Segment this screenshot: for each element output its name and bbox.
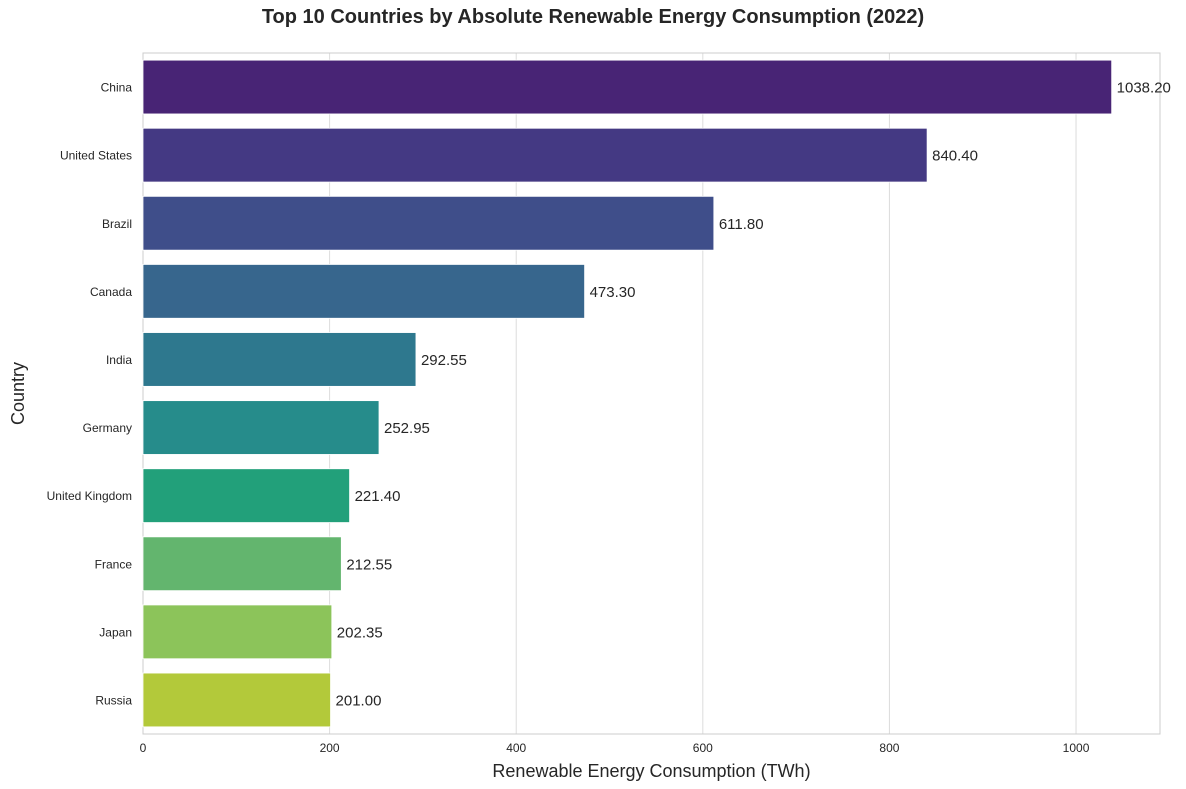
y-tick-label: Brazil: [102, 217, 132, 231]
data-labels-group: 1038.20 840.40 611.80 473.30 292.55 252.95 221…: [336, 80, 1171, 710]
plot-area-frame: [142, 52, 1161, 735]
y-tick-label: India: [106, 353, 132, 367]
y-tick-labels: China United States Brazil Canada India Germa…: [47, 81, 133, 708]
y-tick-label: Germany: [83, 421, 132, 435]
x-tick-label: 800: [879, 741, 899, 755]
y-tick-label: France: [95, 557, 133, 571]
bar-japan: [142, 604, 333, 660]
y-tick-label: United States: [60, 149, 132, 163]
data-label: 1038.20: [1117, 80, 1171, 97]
data-label: 201.00: [336, 692, 382, 709]
x-axis-label: Renewable Energy Consumption (TWh): [492, 761, 810, 781]
chart-title: Top 10 Countries by Absolute Renewable E…: [261, 6, 925, 28]
x-tick-label: 0: [140, 741, 147, 755]
bars-group: [142, 59, 1113, 728]
x-tick-label: 200: [320, 741, 340, 755]
bar-china: [142, 59, 1113, 115]
x-tick-label: 400: [506, 741, 526, 755]
y-tick-label: Russia: [95, 693, 132, 707]
data-label: 212.55: [346, 556, 392, 573]
y-tick-label: Canada: [90, 285, 132, 299]
data-label: 840.40: [932, 148, 978, 165]
data-label: 611.80: [719, 216, 764, 233]
data-label: 292.55: [421, 352, 467, 369]
y-axis-label: Country: [8, 362, 28, 425]
bar-canada: [142, 264, 586, 319]
x-tick-labels: 0 200 400 600 800 1000: [140, 741, 1090, 755]
bar-germany: [142, 400, 380, 455]
bar-united-kingdom: [142, 468, 350, 523]
y-tick-label: China: [101, 81, 133, 95]
bar-russia: [142, 672, 331, 728]
data-label: 202.35: [337, 624, 383, 641]
x-tick-label: 1000: [1063, 741, 1090, 755]
data-label: 252.95: [384, 420, 430, 437]
bar-india: [142, 332, 417, 387]
data-label: 221.40: [355, 488, 401, 505]
x-tick-label: 600: [693, 741, 713, 755]
bar-france: [142, 536, 342, 592]
y-tick-label: Japan: [99, 625, 132, 639]
bar-united-states: [142, 127, 928, 183]
data-label: 473.30: [590, 284, 636, 301]
y-tick-label: United Kingdom: [47, 489, 132, 503]
bar-brazil: [142, 195, 715, 251]
